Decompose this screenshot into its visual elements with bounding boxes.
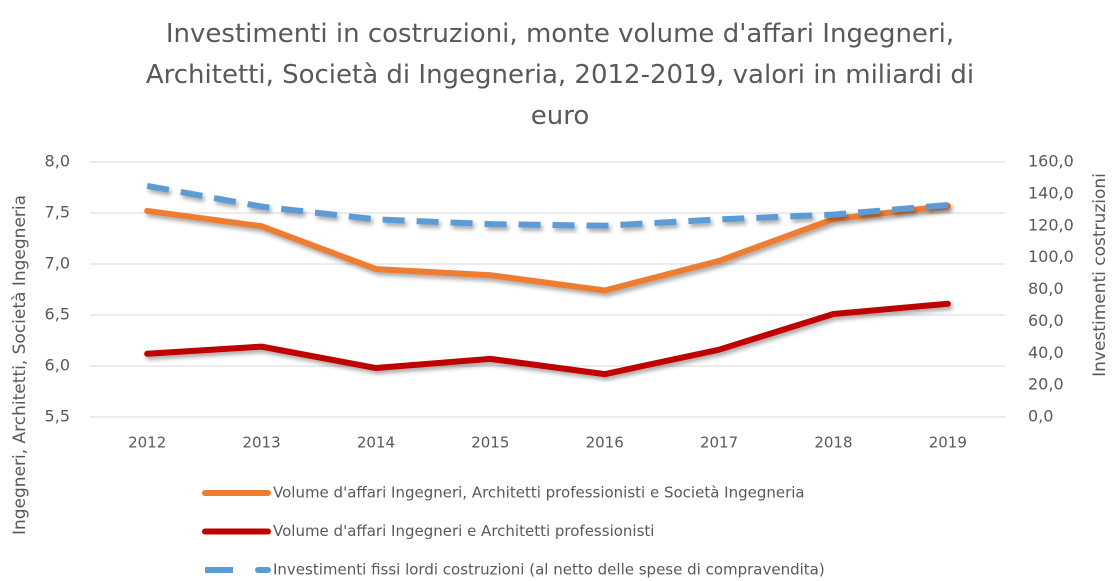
- y2-tick-label: 60,0: [1028, 311, 1064, 330]
- legend-label: Volume d'affari Ingegneri, Architetti pr…: [273, 484, 805, 502]
- y2-tick-label: 0,0: [1028, 407, 1053, 426]
- x-tick-label: 2012: [128, 434, 166, 452]
- x-tick-label: 2017: [700, 434, 738, 452]
- y2-tick-label: 40,0: [1028, 343, 1064, 362]
- x-tick-label: 2015: [471, 434, 509, 452]
- y-tick-label: 6,5: [45, 305, 70, 324]
- series-line: [144, 202, 951, 294]
- y-axis-label: Ingegneri, Architetti, Società Ingegneri…: [10, 195, 30, 535]
- x-tick-label: 2018: [814, 434, 852, 452]
- y-tick-label: 7,5: [45, 203, 70, 222]
- y-tick-label: 6,0: [45, 356, 70, 375]
- y2-tick-label: 20,0: [1028, 375, 1064, 394]
- y2-axis-label: Investimenti costruzioni: [1090, 173, 1110, 377]
- y2-tick-label: 80,0: [1028, 279, 1064, 298]
- y2-tick-label: 140,0: [1028, 183, 1074, 202]
- y-tick-label: 5,5: [45, 407, 70, 426]
- x-tick-label: 2019: [929, 434, 967, 452]
- chart-title: Investimenti in costruzioni, monte volum…: [145, 19, 975, 131]
- x-tick-label: 2014: [357, 434, 395, 452]
- y-tick-label: 8,0: [45, 152, 70, 171]
- y-tick-label: 7,0: [45, 254, 70, 273]
- y2-tick-label: 160,0: [1028, 152, 1074, 171]
- legend-label: Volume d'affari Ingegneri e Architetti p…: [273, 522, 654, 540]
- x-tick-label: 2013: [242, 434, 280, 452]
- legend-label: Investimenti fissi lordi costruzioni (al…: [273, 561, 825, 579]
- y2-tick-label: 120,0: [1028, 215, 1074, 234]
- series-line: [144, 300, 951, 378]
- y2-tick-label: 100,0: [1028, 247, 1074, 266]
- x-tick-label: 2016: [586, 434, 624, 452]
